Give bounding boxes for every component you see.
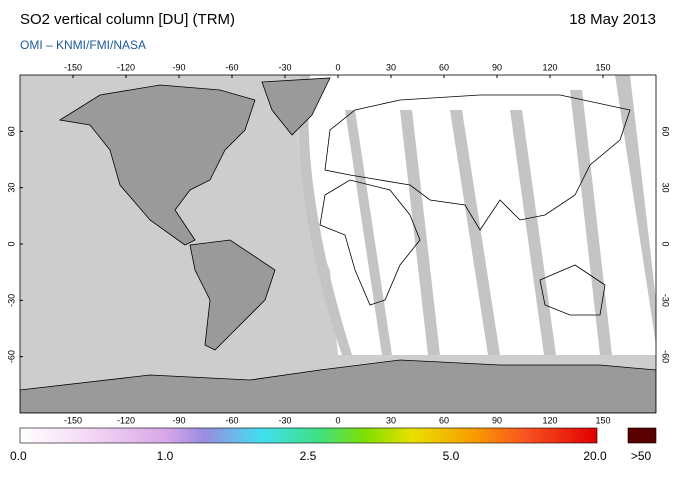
eurasia	[324, 94, 631, 231]
lat-tick-label-left: -60	[6, 350, 16, 363]
lon-tick-label-bottom: -150	[64, 415, 82, 425]
lat-tick-label-right: -60	[661, 350, 671, 363]
australia	[539, 264, 606, 316]
lat-tick-label-right: -30	[661, 294, 671, 307]
colorbar-label: 2.5	[300, 449, 317, 463]
lat-tick-label-right: 30	[661, 183, 671, 193]
lat-tick-label-right: 60	[661, 126, 671, 136]
lat-tick-label-left: 0	[6, 241, 16, 246]
source: OMI – KNMI/FMI/NASA	[20, 38, 146, 52]
colorbar-label: 1.0	[157, 449, 174, 463]
lon-tick-label-top: -30	[278, 62, 291, 72]
lon-tick-label-bottom: 120	[542, 415, 557, 425]
lon-tick-label-top: -90	[172, 62, 185, 72]
lon-tick-label-top: 60	[439, 62, 449, 72]
lon-tick-label-bottom: 30	[386, 415, 396, 425]
map-area	[20, 75, 656, 413]
lon-tick-label-top: -150	[64, 62, 82, 72]
lon-tick-label-top: 120	[542, 62, 557, 72]
lat-tick-label-right: 0	[661, 241, 671, 246]
colorbar-overflow	[627, 427, 657, 444]
lon-tick-label-top: 90	[492, 62, 502, 72]
lat-tick-label-left: -30	[6, 294, 16, 307]
lon-tick-label-top: 150	[595, 62, 610, 72]
lon-tick-label-top: -120	[117, 62, 135, 72]
date: 18 May 2013	[569, 11, 656, 28]
africa	[319, 179, 421, 306]
colorbar	[19, 427, 598, 444]
antarctica	[20, 359, 656, 413]
colorbar-label: >50	[631, 449, 652, 463]
colorbar-label: 5.0	[443, 449, 460, 463]
lon-tick-label-bottom: -120	[117, 415, 135, 425]
lon-tick-label-bottom: -90	[172, 415, 185, 425]
lon-tick-label-top: -60	[225, 62, 238, 72]
lon-tick-label-bottom: -30	[278, 415, 291, 425]
lon-tick-label-top: 0	[335, 62, 340, 72]
north-america	[58, 84, 256, 246]
colorbar-label: 0.0	[10, 449, 27, 463]
lon-tick-label-bottom: 60	[439, 415, 449, 425]
lon-tick-label-bottom: -60	[225, 415, 238, 425]
lon-tick-label-top: 30	[386, 62, 396, 72]
lon-tick-label-bottom: 150	[595, 415, 610, 425]
south-america	[189, 239, 276, 351]
lon-tick-label-bottom: 0	[335, 415, 340, 425]
lat-tick-label-left: 60	[6, 126, 16, 136]
colorbar-label: 20.0	[583, 449, 607, 463]
lat-tick-label-left: 30	[6, 183, 16, 193]
title: SO2 vertical column [DU] (TRM)	[20, 11, 235, 28]
greenland	[261, 77, 331, 136]
lon-tick-label-bottom: 90	[492, 415, 502, 425]
